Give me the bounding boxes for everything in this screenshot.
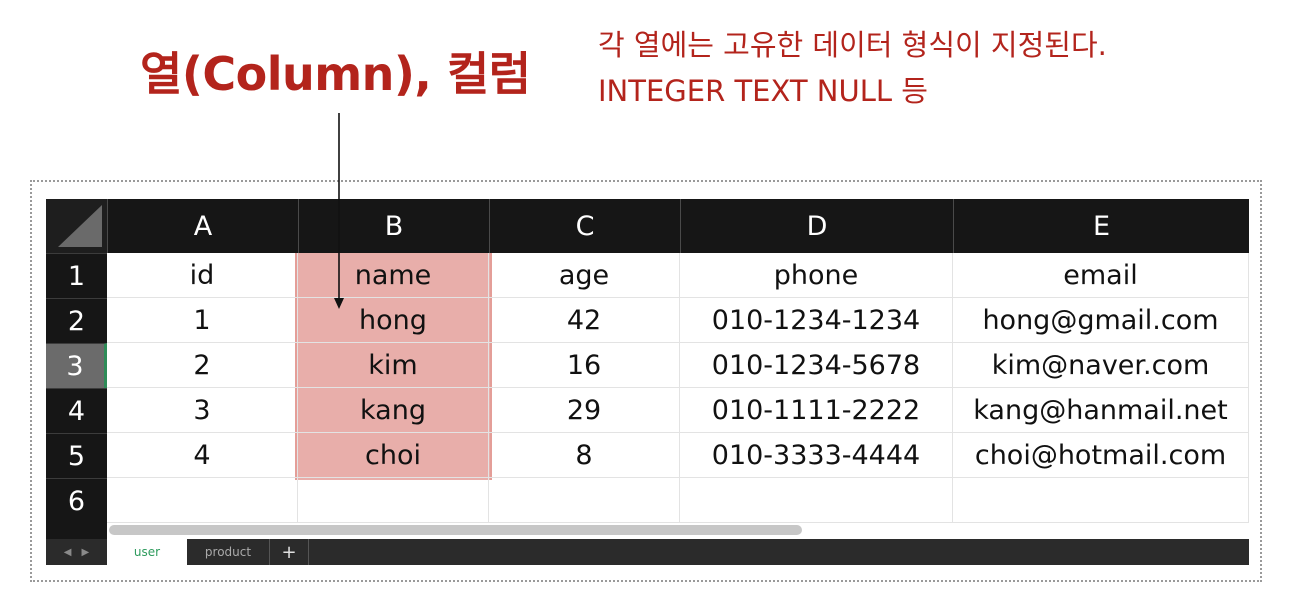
cell-c5[interactable]: 8 bbox=[489, 433, 680, 478]
cell-e3[interactable]: kim@naver.com bbox=[953, 343, 1249, 388]
row-header-1[interactable]: 1 bbox=[46, 253, 107, 298]
row-header-6[interactable]: 6 bbox=[46, 478, 107, 523]
row-header-3[interactable]: 3 bbox=[46, 343, 107, 388]
sheet-next-icon[interactable]: ▶ bbox=[81, 546, 90, 558]
cell-c3[interactable]: 16 bbox=[489, 343, 680, 388]
cell-e5[interactable]: choi@hotmail.com bbox=[953, 433, 1249, 478]
select-all-corner[interactable] bbox=[46, 199, 107, 253]
cell-d4[interactable]: 010-1111-2222 bbox=[680, 388, 953, 433]
annotation-desc-line1: 각 열에는 고유한 데이터 형식이 지정된다. bbox=[598, 28, 1107, 62]
cell-a3[interactable]: 2 bbox=[107, 343, 298, 388]
annotation-desc-line2: INTEGER TEXT NULL 등 bbox=[598, 74, 928, 108]
cell-grid: id name age phone email 1 hong 42 010-12… bbox=[107, 253, 1249, 539]
cell-a6[interactable] bbox=[107, 478, 298, 523]
row-header-2[interactable]: 2 bbox=[46, 298, 107, 343]
column-header-e[interactable]: E bbox=[953, 199, 1249, 253]
row-header-5[interactable]: 5 bbox=[46, 433, 107, 478]
column-b-highlight bbox=[295, 253, 492, 480]
row-header-4[interactable]: 4 bbox=[46, 388, 107, 433]
sheet-nav-buttons: ◀ ▶ bbox=[46, 539, 107, 565]
sheet-tab-user[interactable]: user bbox=[107, 539, 187, 565]
cell-c1[interactable]: age bbox=[489, 253, 680, 298]
cell-a4[interactable]: 3 bbox=[107, 388, 298, 433]
cell-e4[interactable]: kang@hanmail.net bbox=[953, 388, 1249, 433]
column-header-c[interactable]: C bbox=[489, 199, 680, 253]
sheet-tab-bar: ◀ ▶ user product + bbox=[46, 539, 1249, 565]
annotation-title: 열(Column), 컬럼 bbox=[140, 47, 531, 101]
cell-d1[interactable]: phone bbox=[680, 253, 953, 298]
cell-b2[interactable]: hong bbox=[298, 298, 489, 343]
cell-c4[interactable]: 29 bbox=[489, 388, 680, 433]
column-header-d[interactable]: D bbox=[680, 199, 953, 253]
cell-e6[interactable] bbox=[953, 478, 1249, 523]
spreadsheet: A B C D E 1 2 3 4 5 6 id name age phone … bbox=[46, 199, 1249, 565]
horizontal-scrollbar-thumb[interactable] bbox=[109, 525, 802, 535]
sheet-tab-product[interactable]: product bbox=[187, 539, 269, 565]
cell-e1[interactable]: email bbox=[953, 253, 1249, 298]
column-header-a[interactable]: A bbox=[107, 199, 298, 253]
cell-c2[interactable]: 42 bbox=[489, 298, 680, 343]
cell-b1[interactable]: name bbox=[298, 253, 489, 298]
cell-d2[interactable]: 010-1234-1234 bbox=[680, 298, 953, 343]
cell-b6[interactable] bbox=[298, 478, 489, 523]
cell-e2[interactable]: hong@gmail.com bbox=[953, 298, 1249, 343]
cell-b5[interactable]: choi bbox=[298, 433, 489, 478]
cell-b3[interactable]: kim bbox=[298, 343, 489, 388]
screenshot-frame bbox=[30, 180, 1262, 582]
cell-a1[interactable]: id bbox=[107, 253, 298, 298]
select-all-triangle-icon bbox=[58, 205, 102, 247]
cell-d3[interactable]: 010-1234-5678 bbox=[680, 343, 953, 388]
cell-d5[interactable]: 010-3333-4444 bbox=[680, 433, 953, 478]
cell-a2[interactable]: 1 bbox=[107, 298, 298, 343]
cell-c6[interactable] bbox=[489, 478, 680, 523]
annotation-description: 각 열에는 고유한 데이터 형식이 지정된다. INTEGER TEXT NUL… bbox=[598, 22, 1107, 114]
cell-b4[interactable]: kang bbox=[298, 388, 489, 433]
cell-a5[interactable]: 4 bbox=[107, 433, 298, 478]
add-sheet-button[interactable]: + bbox=[269, 539, 309, 565]
cell-d6[interactable] bbox=[680, 478, 953, 523]
sheet-prev-icon[interactable]: ◀ bbox=[63, 546, 72, 558]
column-header-b[interactable]: B bbox=[298, 199, 489, 253]
